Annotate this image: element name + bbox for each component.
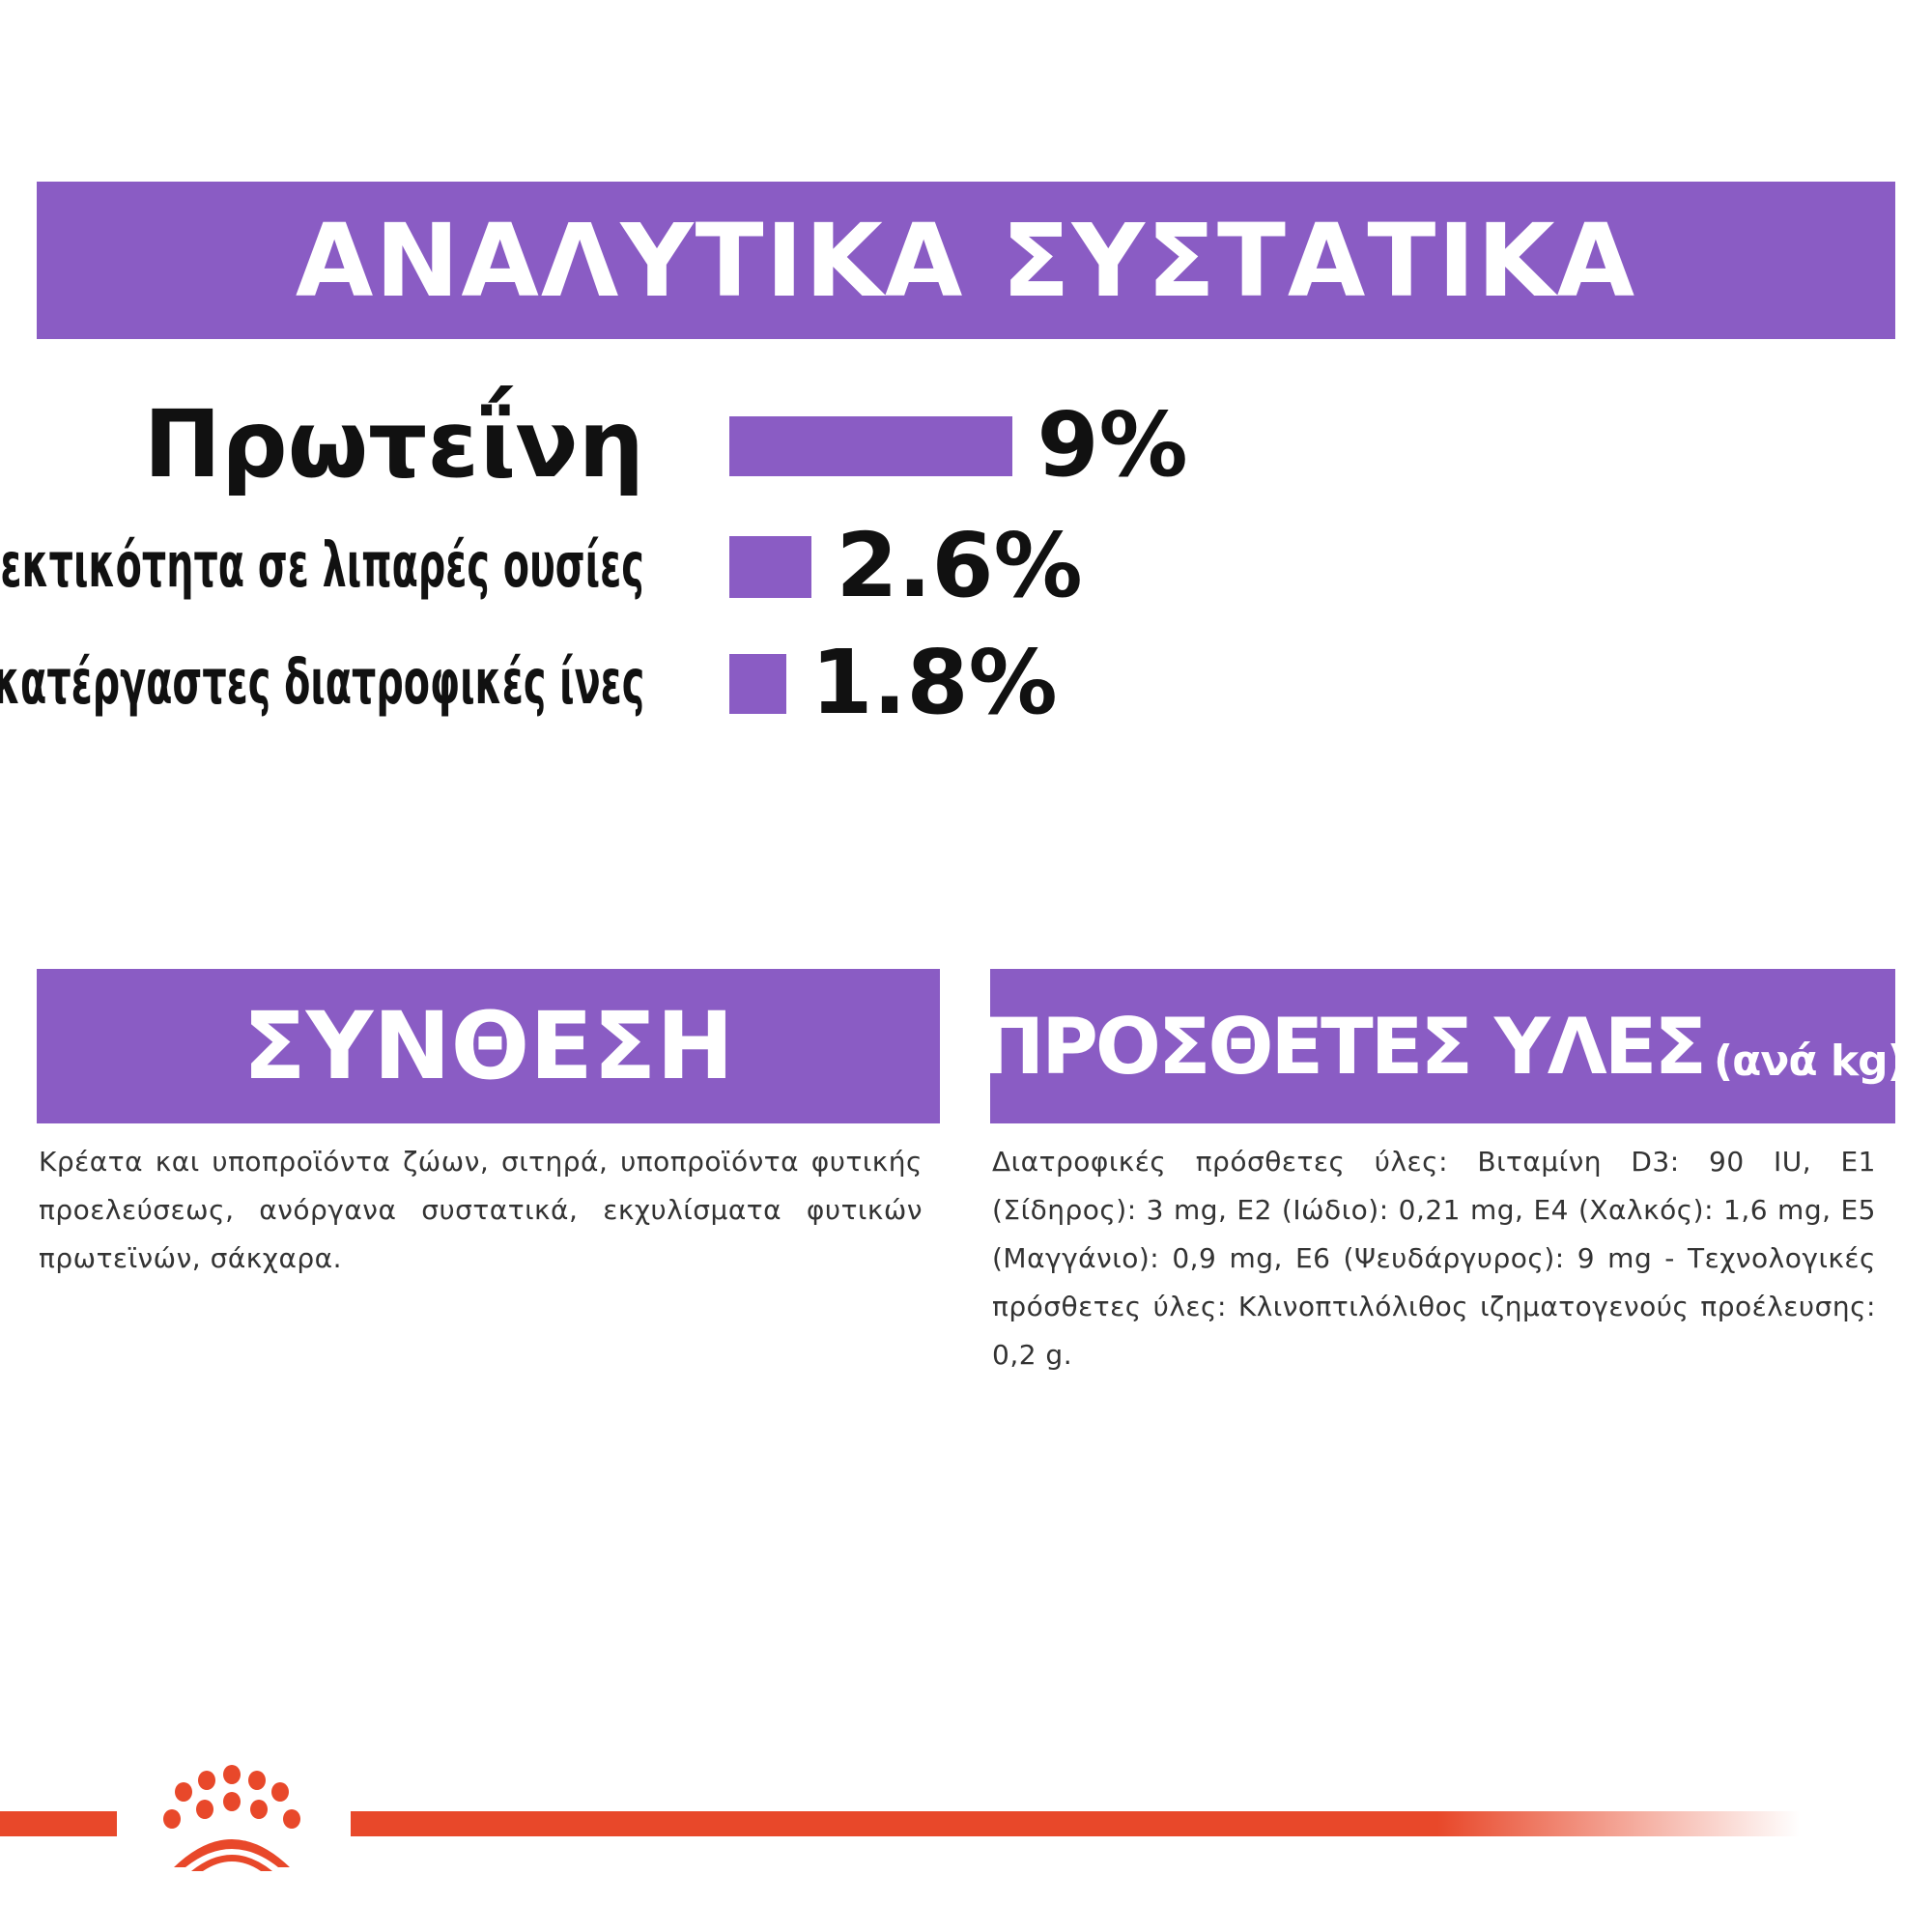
- bar: [729, 536, 811, 598]
- composition-header: ΣΥΝΘΕΣΗ: [37, 969, 940, 1123]
- crown-logo-icon: [163, 1765, 300, 1871]
- composition-text: Κρέατα και υποπροϊόντα ζώων, σιτηρά, υπο…: [39, 1146, 923, 1274]
- analytical-constituents-header: ΑΝΑΛΥΤΙΚΑ ΣΥΣΤΑΤΙΚΑ: [37, 182, 1895, 339]
- additives-unit: (ανά kg): [1714, 1036, 1907, 1086]
- bar-value-label: 9%: [1037, 392, 1188, 497]
- bar-category-label: Περιεκτικότητα σε λιπαρές ουσίες: [0, 529, 644, 602]
- bar-category-label: Ακατέργαστες διατροφικές ίνες: [0, 646, 644, 719]
- additives-text: Διατροφικές πρόσθετες ύλες: Βιταμίνη D3:…: [992, 1146, 1876, 1371]
- brand-stripe-left: [0, 1811, 117, 1836]
- additives-title: ΠΡΟΣΘΕΤΕΣ ΥΛΕΣ: [980, 1001, 1707, 1092]
- bar: [729, 416, 1012, 476]
- bar-value-label: 1.8%: [810, 630, 1058, 734]
- additives-header: ΠΡΟΣΘΕΤΕΣ ΥΛΕΣ (ανά kg): [980, 969, 1907, 1123]
- bar-category-label: Πρωτεΐνη: [143, 390, 644, 499]
- brand-stripe-right: [351, 1811, 1800, 1836]
- bar: [729, 654, 786, 714]
- bar-value-label: 2.6%: [836, 513, 1083, 617]
